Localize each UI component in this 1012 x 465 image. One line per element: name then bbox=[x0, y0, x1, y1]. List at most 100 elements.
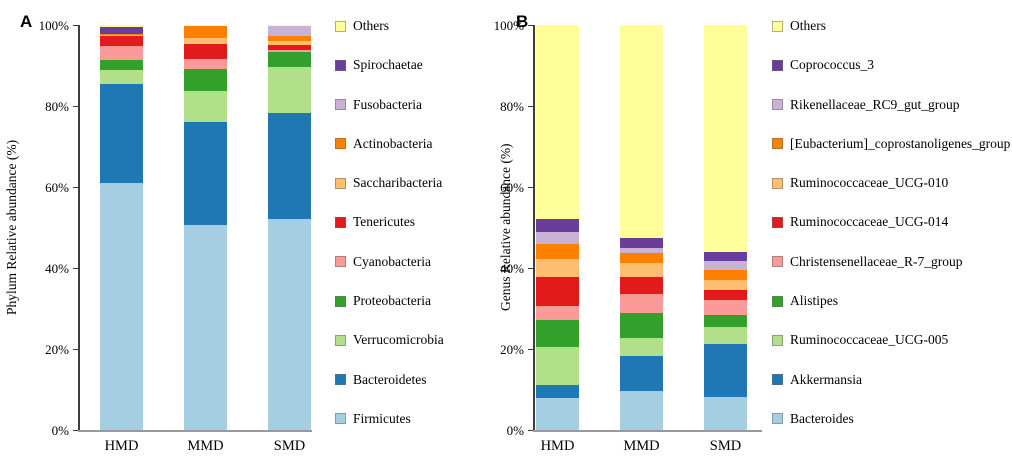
bar-segment-bacteroides bbox=[536, 398, 579, 430]
bar-segment-others bbox=[620, 25, 663, 238]
y-tick-mark bbox=[528, 348, 533, 350]
legend-label: Actinobacteria bbox=[353, 135, 433, 151]
bar-segment-others bbox=[536, 25, 579, 220]
legend-label: Verrucomicrobia bbox=[353, 332, 444, 348]
legend-swatch-icon bbox=[335, 295, 346, 307]
legend-label: Ruminococcaceae_UCG-010 bbox=[790, 175, 949, 191]
bar-segment-others bbox=[100, 25, 143, 28]
y-tick-label: 100% bbox=[493, 18, 524, 33]
legend-swatch-icon bbox=[335, 216, 346, 228]
bar-segment-saccharibacteria bbox=[268, 41, 311, 46]
legend-swatch-icon bbox=[335, 138, 346, 150]
bar-segment-tenericutes bbox=[100, 35, 143, 46]
legend-item-firmicutes: Firmicutes bbox=[335, 410, 500, 426]
y-tick-label: 80% bbox=[45, 99, 69, 114]
bar-segment-actinobacteria bbox=[184, 26, 227, 38]
y-tick-mark bbox=[73, 105, 78, 107]
bar-segment-rikenellaceae-rc9-gut-group bbox=[536, 232, 579, 245]
bar-segment-coprococcus-3 bbox=[620, 237, 663, 248]
legend-item-ruminococcaceae-ucg-010: Ruminococcaceae_UCG-010 bbox=[772, 176, 1012, 190]
bar-segment-eubacterium-coprostanoligenes-group bbox=[704, 269, 747, 280]
legend-item-ruminococcaceae-ucg-014: Ruminococcaceae_UCG-014 bbox=[772, 215, 1012, 229]
bar-segment-ruminococcaceae-ucg-005 bbox=[620, 338, 663, 357]
bar-segment-christensenellaceae-r-7-group bbox=[620, 293, 663, 314]
legend-label: Firmicutes bbox=[353, 410, 411, 426]
panel-b-x-axis-line bbox=[533, 430, 762, 432]
legend-label: Saccharibacteria bbox=[353, 175, 443, 191]
y-tick-label: 20% bbox=[45, 342, 69, 357]
panel-a: A Phylum Relative abundance (%) 0% 20% 40%… bbox=[4, 12, 500, 454]
legend-label: Alistipes bbox=[790, 293, 839, 309]
bar-segment-alistipes bbox=[704, 315, 747, 327]
legend-swatch-icon bbox=[772, 413, 783, 425]
stacked-bar-hmd bbox=[536, 25, 579, 430]
legend-label: Bacteroidetes bbox=[353, 371, 427, 387]
bar-segment-ruminococcaceae-ucg-014 bbox=[704, 289, 747, 301]
panel-b: B Genus Relative abundance (%) 0% 20% 40% 6… bbox=[494, 0, 1012, 465]
legend-item-saccharibacteria: Saccharibacteria bbox=[335, 176, 500, 190]
legend-swatch-icon bbox=[335, 413, 346, 425]
bar-segment-bacteroidetes bbox=[100, 83, 143, 183]
legend-item-bacteroidetes: Bacteroidetes bbox=[335, 371, 500, 387]
legend-label: Ruminococcaceae_UCG-005 bbox=[790, 332, 949, 348]
bar-segment-ruminococcaceae-ucg-005 bbox=[704, 326, 747, 345]
legend-item-ruminococcaceae-ucg-005: Ruminococcaceae_UCG-005 bbox=[772, 333, 1012, 347]
legend-label: Rikenellaceae_RC9_gut_group bbox=[790, 96, 960, 112]
y-tick-label: 60% bbox=[500, 180, 524, 195]
stacked-bar-mmd bbox=[620, 25, 663, 430]
bar-segment-others bbox=[704, 25, 747, 253]
bar-segment-christensenellaceae-r-7-group bbox=[536, 305, 579, 320]
y-tick-mark bbox=[528, 267, 533, 269]
stacked-bar-smd bbox=[268, 25, 311, 430]
legend-item-akkermansia: Akkermansia bbox=[772, 372, 1012, 387]
legend-item-christensenellaceae-r-7-group: Christensenellaceae_R-7_group bbox=[772, 254, 1012, 269]
legend-swatch-icon bbox=[772, 295, 783, 307]
legend-item-eubacterium-coprostanoligenes-group: [Eubacterium]_coprostanoligenes_group bbox=[772, 135, 1012, 151]
legend-item-bacteroides: Bacteroides bbox=[772, 411, 1012, 426]
bar-segment-verrucomicrobia bbox=[268, 67, 311, 114]
bar-segment-rikenellaceae-rc9-gut-group bbox=[620, 247, 663, 253]
bar-segment-verrucomicrobia bbox=[100, 69, 143, 84]
bar-segment-ruminococcaceae-ucg-010 bbox=[704, 279, 747, 290]
bar-segment-others bbox=[268, 25, 311, 27]
bar-segment-ruminococcaceae-ucg-014 bbox=[536, 277, 579, 306]
bar-segment-ruminococcaceae-ucg-014 bbox=[620, 276, 663, 294]
y-tick-mark bbox=[73, 186, 78, 188]
legend-label: Spirochaetae bbox=[353, 57, 423, 73]
panel-a-y-axis-line bbox=[78, 25, 80, 431]
legend-label: Fusobacteria bbox=[353, 96, 422, 112]
bar-segment-eubacterium-coprostanoligenes-group bbox=[620, 252, 663, 263]
y-tick-label: 20% bbox=[500, 342, 524, 357]
y-tick-mark bbox=[528, 429, 533, 431]
legend-swatch-icon bbox=[772, 334, 783, 346]
y-tick-mark bbox=[73, 429, 78, 431]
legend-swatch-icon bbox=[772, 256, 783, 268]
stacked-bar-smd bbox=[704, 25, 747, 430]
bar-segment-christensenellaceae-r-7-group bbox=[704, 300, 747, 316]
bar-segment-alistipes bbox=[620, 313, 663, 339]
y-tick-mark bbox=[73, 24, 78, 26]
bar-segment-bacteroides bbox=[620, 391, 663, 430]
bar-segment-rikenellaceae-rc9-gut-group bbox=[704, 261, 747, 270]
y-tick-label: 60% bbox=[45, 180, 69, 195]
bar-segment-proteobacteria bbox=[100, 59, 143, 70]
legend-swatch-icon bbox=[335, 59, 346, 71]
legend: Others Spirochaetae Fusobacteria Actinobact… bbox=[335, 19, 500, 426]
legend-item-tenericutes: Tenericutes bbox=[335, 215, 500, 229]
x-category-label-smd: SMD bbox=[273, 438, 306, 454]
bar-segment-tenericutes bbox=[184, 44, 227, 60]
legend-label: Tenericutes bbox=[353, 214, 416, 230]
legend-item-alistipes: Alistipes bbox=[772, 294, 1012, 308]
bar-segment-akkermansia bbox=[620, 356, 663, 392]
x-category-label-mmd: MMD bbox=[623, 438, 660, 454]
legend-item-verrucomicrobia: Verrucomicrobia bbox=[335, 333, 500, 347]
legend-label: Cyanobacteria bbox=[353, 253, 431, 269]
legend-swatch-icon bbox=[335, 99, 346, 111]
legend-label: Others bbox=[353, 18, 389, 33]
y-tick-mark bbox=[528, 105, 533, 107]
bar-segment-bacteroidetes bbox=[184, 122, 227, 226]
legend-label: [Eubacterium]_coprostanoligenes_group bbox=[790, 135, 1011, 151]
bar-segment-proteobacteria bbox=[184, 69, 227, 91]
y-tick-label: 100% bbox=[38, 18, 69, 33]
bar-segment-eubacterium-coprostanoligenes-group bbox=[536, 244, 579, 260]
